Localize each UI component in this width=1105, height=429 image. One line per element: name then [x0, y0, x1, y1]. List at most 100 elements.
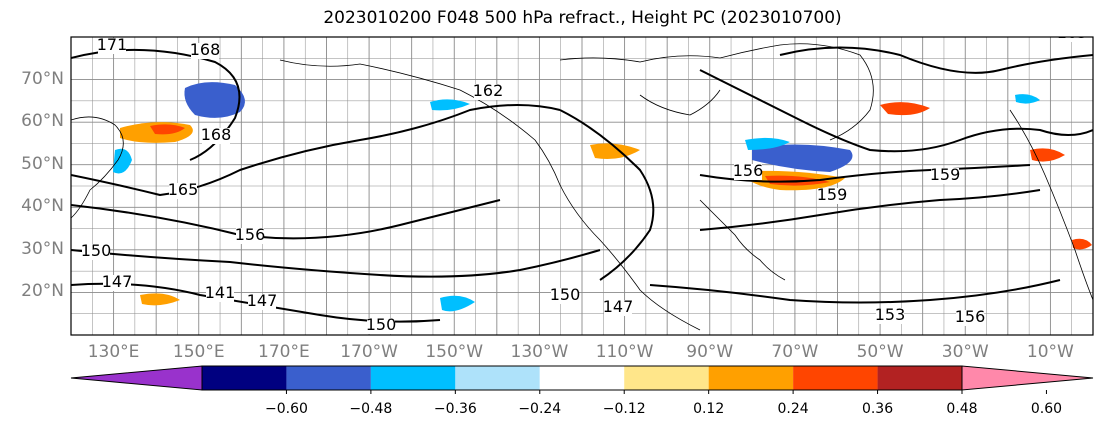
colorbar-bin [708, 366, 794, 390]
cyan-patch-west [113, 148, 132, 174]
contour-line [71, 104, 561, 197]
contour-label-bg [236, 228, 264, 244]
coastline-alaska [279, 59, 561, 186]
latitude-tick-label: 60°N [21, 111, 64, 132]
colorbar-bin [793, 366, 878, 390]
contour-label-bg [202, 128, 230, 144]
contour-label-bg [82, 244, 110, 260]
cyan-patch-atlantic [745, 137, 790, 150]
coastline-east-us [699, 199, 786, 281]
coastline-arctic [559, 44, 781, 63]
colorbar-tick-label: −0.24 [518, 401, 562, 417]
contour-label-bg [931, 168, 959, 184]
contour-line [71, 249, 601, 278]
red-patch-pacific [150, 124, 185, 135]
longitude-tick-label: 110°W [595, 342, 654, 362]
contour-label-bg [248, 294, 276, 310]
coastline-hudson [639, 89, 721, 116]
colorbar-bin [624, 366, 709, 390]
cyan-patch-central [430, 99, 470, 111]
coastlines [71, 43, 1093, 331]
orange-patch-south [140, 293, 180, 306]
contour-label: 156 [235, 225, 266, 244]
orange-patch-east [1030, 148, 1065, 162]
longitude-tick-label: 150°E [172, 342, 225, 362]
contour-label-bg [1058, 37, 1086, 42]
contour-label: 159 [817, 185, 848, 204]
longitude-tick-label: 170°W [340, 342, 398, 362]
coastline-asia [71, 116, 124, 219]
colorbar-bin [877, 366, 962, 390]
contour-label-bg [367, 318, 395, 334]
map-frame [70, 36, 1094, 336]
contour-label-bg [551, 288, 579, 304]
contour-label: 150 [81, 241, 112, 260]
coastline-europe [1009, 109, 1093, 301]
blue-patch-kamchatka [184, 82, 245, 118]
colorbar-extend-high [961, 365, 1094, 391]
colorbar-bin [202, 366, 287, 390]
longitude-tick-label: 170°E [258, 342, 310, 362]
contour-label: 156 [733, 161, 764, 180]
contour-label: 147 [603, 297, 634, 316]
coastline-greenland [779, 43, 874, 141]
pink-patch-east [1072, 238, 1092, 250]
colorbar-bin [539, 366, 625, 390]
contour-line [699, 189, 1041, 231]
colorbar-bin [455, 366, 540, 390]
longitude-tick-label: 130°E [87, 342, 140, 362]
contour-label: 141 [205, 283, 236, 302]
colorbar-tick-label: −0.36 [433, 401, 477, 417]
contour-label: 159 [930, 165, 961, 184]
latitude-tick-label: 20°N [21, 281, 64, 302]
contour-label: 147 [102, 272, 133, 291]
contour-line [779, 46, 1093, 74]
blue-patch-atlantic [752, 144, 853, 172]
contour-label-bg [956, 310, 984, 326]
contour-label: 168 [190, 40, 221, 59]
contour-label: 147 [247, 291, 278, 310]
contour-label-bg [206, 286, 234, 302]
contour-label-bg [474, 84, 502, 100]
longitude-tick-label: 30°W [941, 342, 989, 362]
contour-label: 171 [97, 35, 128, 54]
contour-label-bg [98, 38, 126, 54]
contour-line [559, 109, 655, 281]
latitude-tick-label: 30°N [21, 238, 64, 259]
contour-label-bg [604, 300, 632, 316]
latitude-tick-label: 40°N [21, 196, 64, 217]
cyan-patch-south [440, 295, 475, 312]
colorbar-bin [286, 366, 371, 390]
colorbar-bin [370, 366, 456, 390]
colorbar-tick-label: 0.48 [946, 401, 978, 417]
cyan-patch-east [1015, 94, 1040, 104]
colorbar-tick-label: 0.36 [861, 401, 894, 417]
contour-label-bg [103, 275, 131, 291]
orange-patch-gulf [590, 143, 640, 159]
contour-label: 150 [366, 315, 397, 334]
contour-line [71, 199, 501, 240]
colorbar-extend-low [70, 365, 203, 391]
contour-label: 156 [955, 307, 986, 326]
colorbar-outline [201, 365, 963, 391]
colorbar-tick-label: 0.12 [693, 401, 725, 417]
contour-label-layer: 171 168 165 162 168 159 156 156 150 147 150 147 153 1… [81, 23, 1088, 334]
longitude-tick-label: 70°W [771, 342, 819, 362]
longitude-tick-label: 10°W [1026, 342, 1074, 362]
contour-line [699, 69, 1093, 153]
longitude-tick-label: 90°W [686, 342, 734, 362]
colorbar-tick-label: −0.48 [349, 401, 393, 417]
contour-label: 153 [875, 305, 906, 324]
latitude-tick-label: 70°N [21, 68, 64, 89]
contour-label-bg [876, 308, 904, 324]
contour-line [649, 279, 1061, 304]
colorbar [70, 365, 1094, 394]
longitude-tick-label: 150°W [425, 342, 484, 362]
contour-label: 165 [168, 180, 199, 199]
colorbar-tick-label: −0.60 [264, 401, 308, 417]
contour-label: 150 [550, 285, 581, 304]
contour-label: 165 [1057, 23, 1088, 42]
contour-label-bg [169, 183, 197, 199]
orange-patch-northeast [880, 102, 930, 116]
